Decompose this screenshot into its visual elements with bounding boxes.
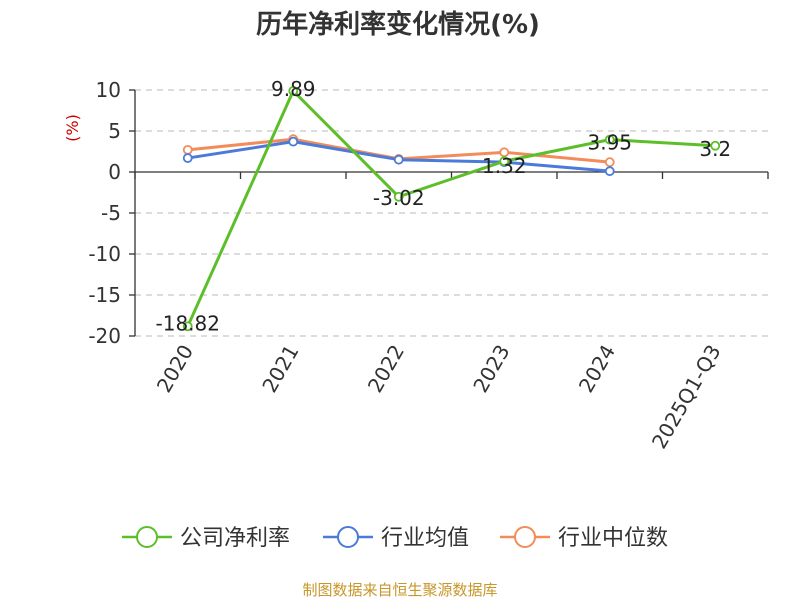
data-label: -3.02 — [373, 186, 425, 210]
data-point — [604, 157, 615, 168]
legend-entry: 行业中位数 — [558, 526, 668, 551]
x-tick-label: 2023 — [468, 341, 514, 397]
x-tick-label: 2025Q1-Q3 — [647, 341, 726, 453]
legend-entry: 公司净利率 — [180, 526, 290, 551]
x-tick-label: 2024 — [574, 341, 620, 397]
y-tick-labels: 10 5 0 -5 -10 -15 -20 — [88, 78, 121, 348]
y-tick-label: -5 — [101, 201, 121, 225]
data-point — [710, 140, 721, 151]
data-point — [288, 86, 299, 96]
data-point — [182, 321, 193, 332]
y-tick-label: 5 — [108, 119, 121, 143]
series-line — [186, 89, 716, 327]
data-point — [288, 136, 299, 147]
y-tick-label: -20 — [88, 324, 121, 348]
data-label: 1.32 — [482, 154, 527, 178]
y-tick-label: 0 — [108, 160, 121, 184]
data-point — [393, 191, 404, 202]
data-point — [499, 156, 510, 167]
y-tick-label: 10 — [96, 78, 121, 102]
data-labels: -18.82 9.89 -3.02 1.32 3.95 3.2 — [156, 77, 732, 335]
legend-marker — [337, 526, 359, 548]
data-label: 3.2 — [699, 137, 731, 161]
axes — [129, 89, 769, 337]
x-tick-label: 2022 — [363, 341, 409, 397]
legend-marker — [514, 526, 536, 548]
chart-title: 历年净利率变化情况(%) — [256, 9, 540, 40]
legend-marker — [136, 526, 158, 548]
data-point — [182, 153, 193, 163]
x-tick-label: 2021 — [257, 341, 303, 397]
data-point — [393, 154, 404, 165]
legend-entry: 行业均值 — [381, 526, 469, 551]
data-point — [604, 166, 615, 177]
data-label: -18.82 — [156, 311, 220, 335]
x-tick-label: 2020 — [152, 341, 198, 397]
data-label: 3.95 — [587, 131, 632, 155]
y-tick-label: -10 — [88, 242, 121, 266]
data-point — [604, 134, 615, 145]
data-point — [182, 144, 193, 155]
y-tick-label: -15 — [88, 283, 121, 307]
legend: 公司净利率 行业均值 行业中位数 — [122, 526, 668, 551]
gridlines — [135, 89, 768, 337]
source-note: 制图数据来自恒生聚源数据库 — [302, 581, 497, 599]
x-tick-labels: 2020 2021 2022 2023 2024 2025Q1-Q3 — [152, 341, 726, 453]
data-label: 9.89 — [271, 77, 316, 101]
y-axis-label: (%) — [63, 114, 82, 142]
series-group — [182, 86, 721, 332]
